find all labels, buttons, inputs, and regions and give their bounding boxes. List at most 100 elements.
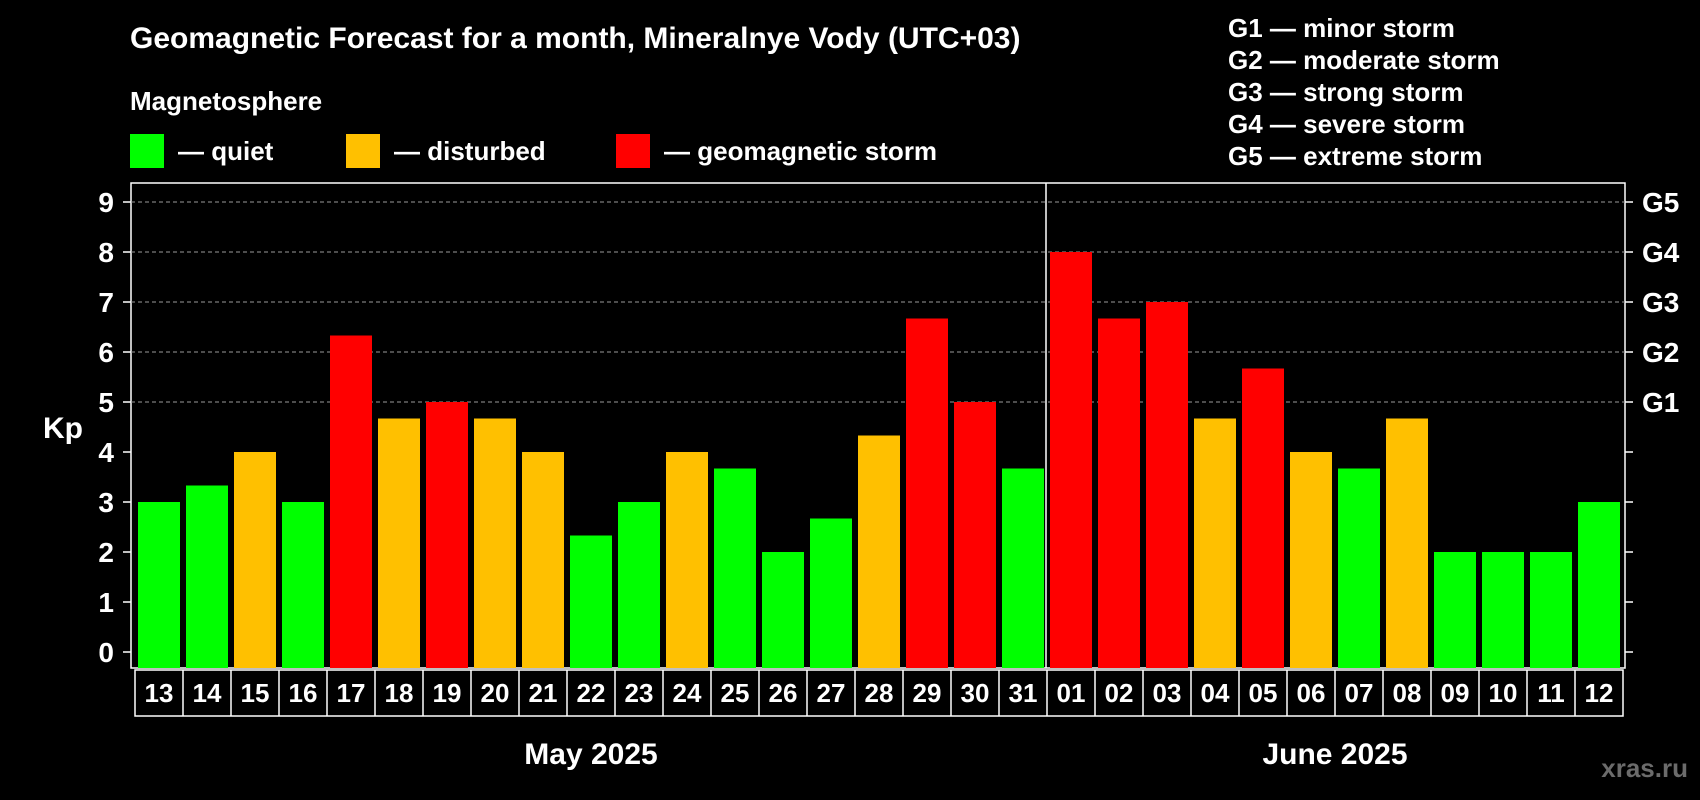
bar-12-jun [1578, 502, 1620, 668]
y-tick-label-7: 7 [98, 287, 114, 318]
x-tick-label-08-jun: 08 [1393, 678, 1422, 708]
bar-30-may [954, 402, 996, 668]
bar-07-jun [1338, 468, 1380, 668]
bar-11-jun [1530, 552, 1572, 668]
bar-08-jun [1386, 418, 1428, 668]
bar-31-may [1002, 468, 1044, 668]
x-tick-label-11-jun: 11 [1537, 678, 1565, 708]
x-tick-label-16-may: 16 [289, 678, 318, 708]
bar-22-may [570, 535, 612, 668]
y-tick-label-8: 8 [98, 237, 114, 268]
g-level-label-g1: G1 [1642, 387, 1679, 418]
bar-21-may [522, 452, 564, 668]
bar-13-may [138, 502, 180, 668]
x-tick-label-07-jun: 07 [1345, 678, 1374, 708]
y-tick-label-4: 4 [98, 437, 114, 468]
bar-09-jun [1434, 552, 1476, 668]
bar-18-may [378, 418, 420, 668]
bar-05-jun [1242, 368, 1284, 668]
x-tick-label-18-may: 18 [385, 678, 414, 708]
y-tick-label-3: 3 [98, 487, 114, 518]
x-tick-label-05-jun: 05 [1249, 678, 1278, 708]
storm-level-g2: G2 — moderate storm [1228, 45, 1500, 75]
legend-label-storm: — geomagnetic storm [664, 135, 938, 166]
bar-28-may [858, 435, 900, 668]
legend-item-quiet: — quiet [130, 134, 273, 168]
bar-17-may [330, 335, 372, 668]
bar-26-may [762, 552, 804, 668]
x-tick-label-25-may: 25 [721, 678, 750, 708]
g-level-label-g5: G5 [1642, 187, 1679, 218]
bar-19-may [426, 402, 468, 668]
legend-label-disturbed: — disturbed [394, 135, 546, 166]
bar-01-jun [1050, 252, 1092, 668]
g-level-label-g4: G4 [1642, 237, 1680, 268]
bar-06-jun [1290, 452, 1332, 668]
x-tick-label-26-may: 26 [769, 678, 798, 708]
x-tick-label-22-may: 22 [577, 678, 606, 708]
bar-14-may [186, 485, 228, 668]
bar-15-may [234, 452, 276, 668]
storm-level-g1: G1 — minor storm [1228, 13, 1455, 43]
storm-level-legend: G1 — minor storm G2 — moderate storm G3 … [1228, 12, 1500, 172]
bar-20-may [474, 418, 516, 668]
legend-label-quiet: — quiet [178, 135, 274, 166]
x-tick-label-31-may: 31 [1009, 678, 1038, 708]
bar-02-jun [1098, 318, 1140, 668]
x-tick-label-28-may: 28 [865, 678, 894, 708]
x-tick-label-03-jun: 03 [1153, 678, 1182, 708]
bar-27-may [810, 518, 852, 668]
storm-level-g3: G3 — strong storm [1228, 77, 1464, 107]
watermark: xras.ru [1601, 753, 1688, 783]
x-tick-label-15-may: 15 [241, 678, 270, 708]
legend-swatch-storm [616, 134, 650, 168]
x-tick-label-30-may: 30 [961, 678, 990, 708]
x-tick-label-04-jun: 04 [1201, 678, 1230, 708]
x-tick-label-19-may: 19 [433, 678, 462, 708]
bar-16-may [282, 502, 324, 668]
x-tick-label-17-may: 17 [337, 678, 366, 708]
y-tick-label-0: 0 [98, 637, 114, 668]
bar-03-jun [1146, 302, 1188, 668]
bar-29-may [906, 318, 948, 668]
x-tick-label-14-may: 14 [193, 678, 222, 708]
legend-item-storm: — geomagnetic storm [616, 134, 937, 168]
x-tick-label-06-jun: 06 [1297, 678, 1326, 708]
x-tick-label-09-jun: 09 [1441, 678, 1470, 708]
legend-swatch-quiet [130, 134, 164, 168]
y-axis-label: Kp [43, 412, 83, 445]
legend-item-disturbed: — disturbed [346, 134, 546, 168]
g-level-label-g2: G2 [1642, 337, 1679, 368]
x-tick-label-23-may: 23 [625, 678, 654, 708]
chart-subtitle: Magnetosphere [130, 86, 323, 116]
x-tick-label-27-may: 27 [817, 678, 846, 708]
x-tick-label-02-jun: 02 [1105, 678, 1134, 708]
bar-25-may [714, 468, 756, 668]
legend-swatch-disturbed [346, 134, 380, 168]
y-tick-label-1: 1 [98, 587, 114, 618]
month-label-1: June 2025 [1262, 738, 1407, 771]
y-tick-label-2: 2 [98, 537, 114, 568]
x-tick-label-21-may: 21 [529, 678, 558, 708]
x-tick-label-10-jun: 10 [1489, 678, 1518, 708]
x-tick-label-20-may: 20 [481, 678, 510, 708]
y-tick-label-6: 6 [98, 337, 114, 368]
x-tick-label-01-jun: 01 [1057, 678, 1086, 708]
chart-title: Geomagnetic Forecast for a month, Minera… [130, 22, 1021, 55]
g-level-label-g3: G3 [1642, 287, 1679, 318]
bar-23-may [618, 502, 660, 668]
bar-10-jun [1482, 552, 1524, 668]
month-label-0: May 2025 [524, 738, 657, 771]
x-tick-label-13-may: 13 [145, 678, 174, 708]
y-tick-label-5: 5 [98, 387, 114, 418]
x-tick-label-29-may: 29 [913, 678, 942, 708]
storm-level-g5: G5 — extreme storm [1228, 141, 1483, 171]
storm-level-g4: G4 — severe storm [1228, 109, 1466, 139]
x-label-row [134, 669, 1624, 717]
y-tick-label-9: 9 [98, 187, 114, 218]
bar-24-may [666, 452, 708, 668]
x-tick-label-12-jun: 12 [1585, 678, 1614, 708]
x-tick-label-24-may: 24 [673, 678, 702, 708]
bar-04-jun [1194, 418, 1236, 668]
